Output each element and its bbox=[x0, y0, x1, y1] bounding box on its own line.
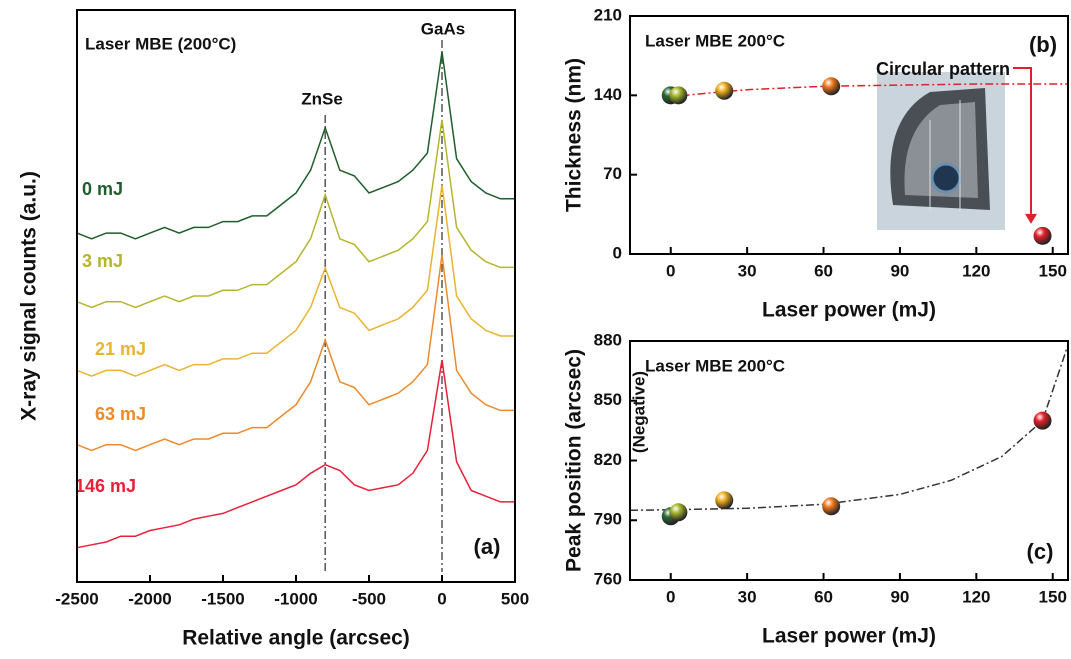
x-tick-label: 60 bbox=[814, 261, 833, 280]
data-point bbox=[1033, 411, 1052, 430]
y-axis-label: Peak position (arcsec) bbox=[563, 349, 586, 572]
series-label: 3 mJ bbox=[82, 251, 123, 271]
annotation-arrow bbox=[1013, 67, 1032, 214]
xrd-curve bbox=[76, 119, 515, 309]
x-tick-label: -1000 bbox=[274, 589, 317, 608]
note: Laser MBE (200°C) bbox=[85, 34, 236, 53]
y-tick-label: 0 bbox=[613, 243, 622, 262]
data-point bbox=[715, 491, 734, 510]
note: Laser MBE 200°C bbox=[645, 356, 785, 375]
y-tick-label: 820 bbox=[594, 450, 622, 469]
x-tick-label: -2500 bbox=[55, 589, 98, 608]
data-point bbox=[669, 86, 688, 105]
x-tick-label: 0 bbox=[437, 589, 446, 608]
x-tick-label: 90 bbox=[890, 261, 909, 280]
x-axis-label: Laser power (mJ) bbox=[762, 299, 936, 322]
x-tick-label: 90 bbox=[890, 587, 909, 606]
plot-frame bbox=[629, 15, 1069, 255]
xrd-curve bbox=[76, 51, 515, 240]
peak-label: GaAs bbox=[421, 19, 465, 38]
x-tick-label: -2000 bbox=[128, 589, 171, 608]
fit-curve bbox=[629, 344, 1069, 512]
plot-frame bbox=[629, 340, 1069, 581]
plot-frame bbox=[76, 9, 516, 583]
panel-label: (a) bbox=[474, 534, 501, 559]
x-tick-label: 120 bbox=[962, 587, 990, 606]
series-label: 146 mJ bbox=[75, 476, 136, 496]
x-tick-label: 60 bbox=[814, 587, 833, 606]
x-tick-label: 0 bbox=[666, 261, 675, 280]
x-tick-label: 30 bbox=[738, 261, 757, 280]
series-label: 63 mJ bbox=[95, 404, 146, 424]
x-tick-label: 0 bbox=[666, 587, 675, 606]
xrd-curve bbox=[76, 359, 515, 549]
y-axis-label: Thickness (nm) bbox=[563, 58, 586, 212]
y-tick-label: 850 bbox=[594, 390, 622, 409]
y-axis-label: X-ray signal counts (a.u.) bbox=[18, 171, 41, 421]
x-tick-label: -500 bbox=[352, 589, 386, 608]
annotation: (Negative) bbox=[629, 371, 648, 453]
y-tick-label: 210 bbox=[594, 5, 622, 24]
x-tick-label: -1500 bbox=[201, 589, 244, 608]
annotation: Circular pattern bbox=[876, 59, 1010, 79]
x-tick-label: 500 bbox=[501, 589, 529, 608]
panel-label: (b) bbox=[1029, 32, 1057, 57]
x-axis-label: Laser power (mJ) bbox=[762, 625, 936, 648]
data-point bbox=[669, 503, 688, 522]
xrd-curve bbox=[76, 184, 515, 377]
data-point bbox=[822, 77, 841, 96]
y-tick-label: 140 bbox=[594, 85, 622, 104]
series-label: 21 mJ bbox=[95, 339, 146, 359]
data-point bbox=[822, 497, 841, 516]
x-tick-label: 150 bbox=[1039, 261, 1067, 280]
peak-label: ZnSe bbox=[301, 89, 343, 108]
x-tick-label: 30 bbox=[738, 587, 757, 606]
panel-label: (c) bbox=[1027, 539, 1054, 564]
x-tick-label: 120 bbox=[962, 261, 990, 280]
y-tick-label: 760 bbox=[594, 569, 622, 588]
data-point bbox=[715, 81, 734, 100]
y-tick-label: 880 bbox=[594, 330, 622, 349]
series-label: 0 mJ bbox=[82, 179, 123, 199]
x-tick-label: 150 bbox=[1039, 587, 1067, 606]
y-tick-label: 790 bbox=[594, 510, 622, 529]
arrow-head bbox=[1025, 213, 1037, 224]
xrd-curve bbox=[76, 254, 515, 452]
data-point bbox=[1033, 226, 1052, 245]
inset-photo bbox=[877, 72, 1005, 230]
fit-curve bbox=[665, 83, 1068, 99]
x-axis-label: Relative angle (arcsec) bbox=[182, 627, 410, 650]
y-tick-label: 70 bbox=[603, 164, 622, 183]
note: Laser MBE 200°C bbox=[645, 31, 785, 50]
